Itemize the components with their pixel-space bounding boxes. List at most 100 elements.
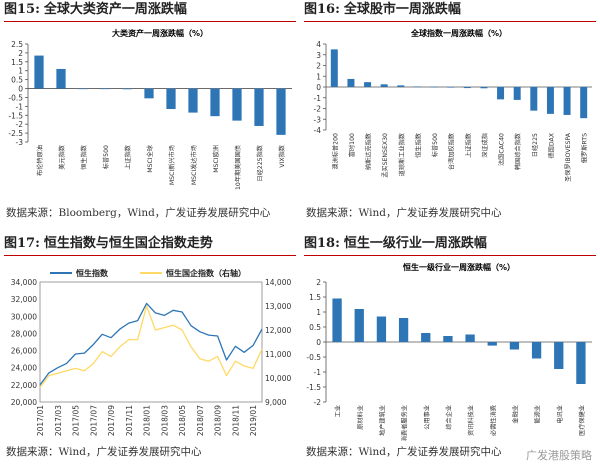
bar xyxy=(546,87,554,114)
bar xyxy=(330,49,338,87)
source-note: 数据来源：Wind，广发证券发展研究中心 xyxy=(6,446,202,458)
y-right-tick-label: 9,000 xyxy=(265,398,287,407)
header-rule xyxy=(304,21,596,22)
series-line xyxy=(39,302,263,386)
x-category-label: MSCI新兴市场 xyxy=(168,145,176,185)
y-right-tick-label: 10,000 xyxy=(265,374,291,383)
x-category-label: 工业 xyxy=(334,405,342,417)
y-tick-label: 0 xyxy=(316,83,321,92)
bar xyxy=(398,318,409,342)
legend-label: 恒生指数 xyxy=(76,268,109,278)
y-tick-label: 1 xyxy=(316,72,321,81)
y-tick-label: 2 xyxy=(316,62,321,71)
bar xyxy=(144,88,154,99)
figure-title: 全球大类资产一周涨跌幅 xyxy=(43,2,187,17)
x-category-label: 金融业 xyxy=(511,405,519,424)
y-tick-label: 0.5 xyxy=(11,76,23,85)
bar xyxy=(254,88,264,126)
bar xyxy=(463,87,471,89)
bar xyxy=(563,87,571,115)
chart-16-svg: 全球指数一周涨跌幅（%） 4 3 21 0 -1 -2-3 -4 澳洲标普200 富时100 纳斯达… xyxy=(314,28,592,182)
bar xyxy=(554,342,564,369)
y-tick-label: 0 xyxy=(18,85,23,94)
header-rule xyxy=(304,255,596,256)
figure-17-panel: 图17: 恒生指数与恒生国企指数走势 34,000 32,000 30,000 28,0… xyxy=(0,234,300,467)
x-category-label: 能源业 xyxy=(534,405,542,424)
bar xyxy=(509,342,520,350)
x-category-label: 必需性消费 xyxy=(489,405,497,436)
bar xyxy=(332,298,342,342)
figure-number: 图15: xyxy=(4,2,40,17)
bar xyxy=(78,88,88,90)
bar xyxy=(576,342,586,384)
bar xyxy=(480,87,488,89)
x-tick-label: 2019/01 xyxy=(249,405,258,436)
bar xyxy=(447,87,455,88)
legend-label: 恒生国企指数（右轴） xyxy=(166,268,246,278)
x-category-label: 综合企业 xyxy=(445,405,453,430)
y-tick-label: -2 xyxy=(314,105,322,114)
x-category-label: 澳洲标普200 xyxy=(331,133,339,170)
x-tick-label: 2018/01 xyxy=(143,405,152,436)
y-left-tick-label: 28,000 xyxy=(11,329,37,338)
y-tick-label: -1.5 xyxy=(306,383,321,392)
bar xyxy=(56,68,66,89)
figure-title: 全球股市一周涨跌幅 xyxy=(343,2,461,17)
bar xyxy=(421,333,431,342)
figure-18-panel: 图18: 恒生一级行业一周涨跌幅 恒生一级行业一周涨跌幅（%） 2 1.5 1 0.5 0 -… xyxy=(300,234,600,467)
bar xyxy=(232,88,242,121)
chart-title: 大类资产一周涨跌幅（%） xyxy=(112,28,208,38)
y-left-tick-label: 26,000 xyxy=(11,347,37,356)
x-category-label: 地产建筑业 xyxy=(378,405,386,436)
bar xyxy=(397,85,405,87)
bar xyxy=(188,88,198,113)
x-category-label: 日经225 xyxy=(531,133,539,157)
x-category-label: 标普500 xyxy=(431,133,439,157)
x-category-label: 台湾加权指数 xyxy=(448,132,456,170)
y-left-tick-label: 24,000 xyxy=(11,364,37,373)
source-note: 数据来源：Wind，广发证券发展研究中心 xyxy=(306,207,502,219)
y-tick-label: 3 xyxy=(316,51,321,60)
figure-15-panel: 图15: 全球大类资产一周涨跌幅 大类资产一周涨跌幅（%） 2.5 2 1.5 1 0.5 0… xyxy=(0,0,300,233)
x-category-label: 孟买SENSEX30 xyxy=(381,133,389,178)
bar xyxy=(376,316,387,342)
bar xyxy=(210,88,220,117)
y-tick-label: 1.5 xyxy=(11,58,23,67)
figure-title: 恒生指数与恒生国企指数走势 xyxy=(43,236,213,251)
y-left-tick-label: 32,000 xyxy=(11,295,37,304)
bar xyxy=(513,87,521,100)
y-left-tick-label: 30,000 xyxy=(11,312,37,321)
source-note: 数据来源：Bloomberg，Wind，广发证券发展研究中心 xyxy=(6,207,271,219)
y-tick-label: 1 xyxy=(18,67,23,76)
bar xyxy=(465,334,475,342)
y-tick-label: -0.5 xyxy=(306,353,321,362)
x-category-label: VIX指数 xyxy=(278,144,286,167)
y-tick-label: -3 xyxy=(314,115,322,124)
x-category-label: 上证指数 xyxy=(464,132,472,158)
y-right-tick-label: 11,000 xyxy=(265,350,291,359)
x-category-label: MSCI全球 xyxy=(146,144,154,173)
figure-number: 图16: xyxy=(304,2,340,17)
plot-frame xyxy=(39,281,263,403)
bar xyxy=(413,86,421,88)
figure-number: 图18: xyxy=(304,236,340,251)
x-category-label: 日经225指数 xyxy=(256,144,264,181)
x-category-label: 恒生指数 xyxy=(80,144,88,170)
chart-title: 全球指数一周涨跌幅（%） xyxy=(410,28,507,38)
figure-16-panel: 图16: 全球股市一周涨跌幅 全球指数一周涨跌幅（%） 4 3 2 1 0 -1 -2 -3 -4 澳… xyxy=(300,0,600,233)
bar xyxy=(531,342,542,359)
x-category-label: 俄罗斯RTS xyxy=(581,133,589,163)
x-category-label: 深证成指 xyxy=(481,133,489,158)
y-tick-label: -3 xyxy=(16,138,24,147)
bar xyxy=(530,87,538,111)
x-tick-label: 2018/11 xyxy=(231,405,240,436)
x-category-label: 医疗保健业 xyxy=(578,405,586,436)
x-category-label: 公用事业 xyxy=(423,405,431,430)
x-category-label: MSCI欧洲 xyxy=(212,145,220,173)
x-tick-label: 2018/07 xyxy=(196,405,205,436)
y-tick-label: -1.5 xyxy=(8,111,23,120)
bar xyxy=(122,88,132,90)
x-category-label: 标普500 xyxy=(102,145,110,169)
x-tick-label: 2017/09 xyxy=(107,405,116,436)
x-category-label: MSCI发达市场 xyxy=(190,145,198,185)
